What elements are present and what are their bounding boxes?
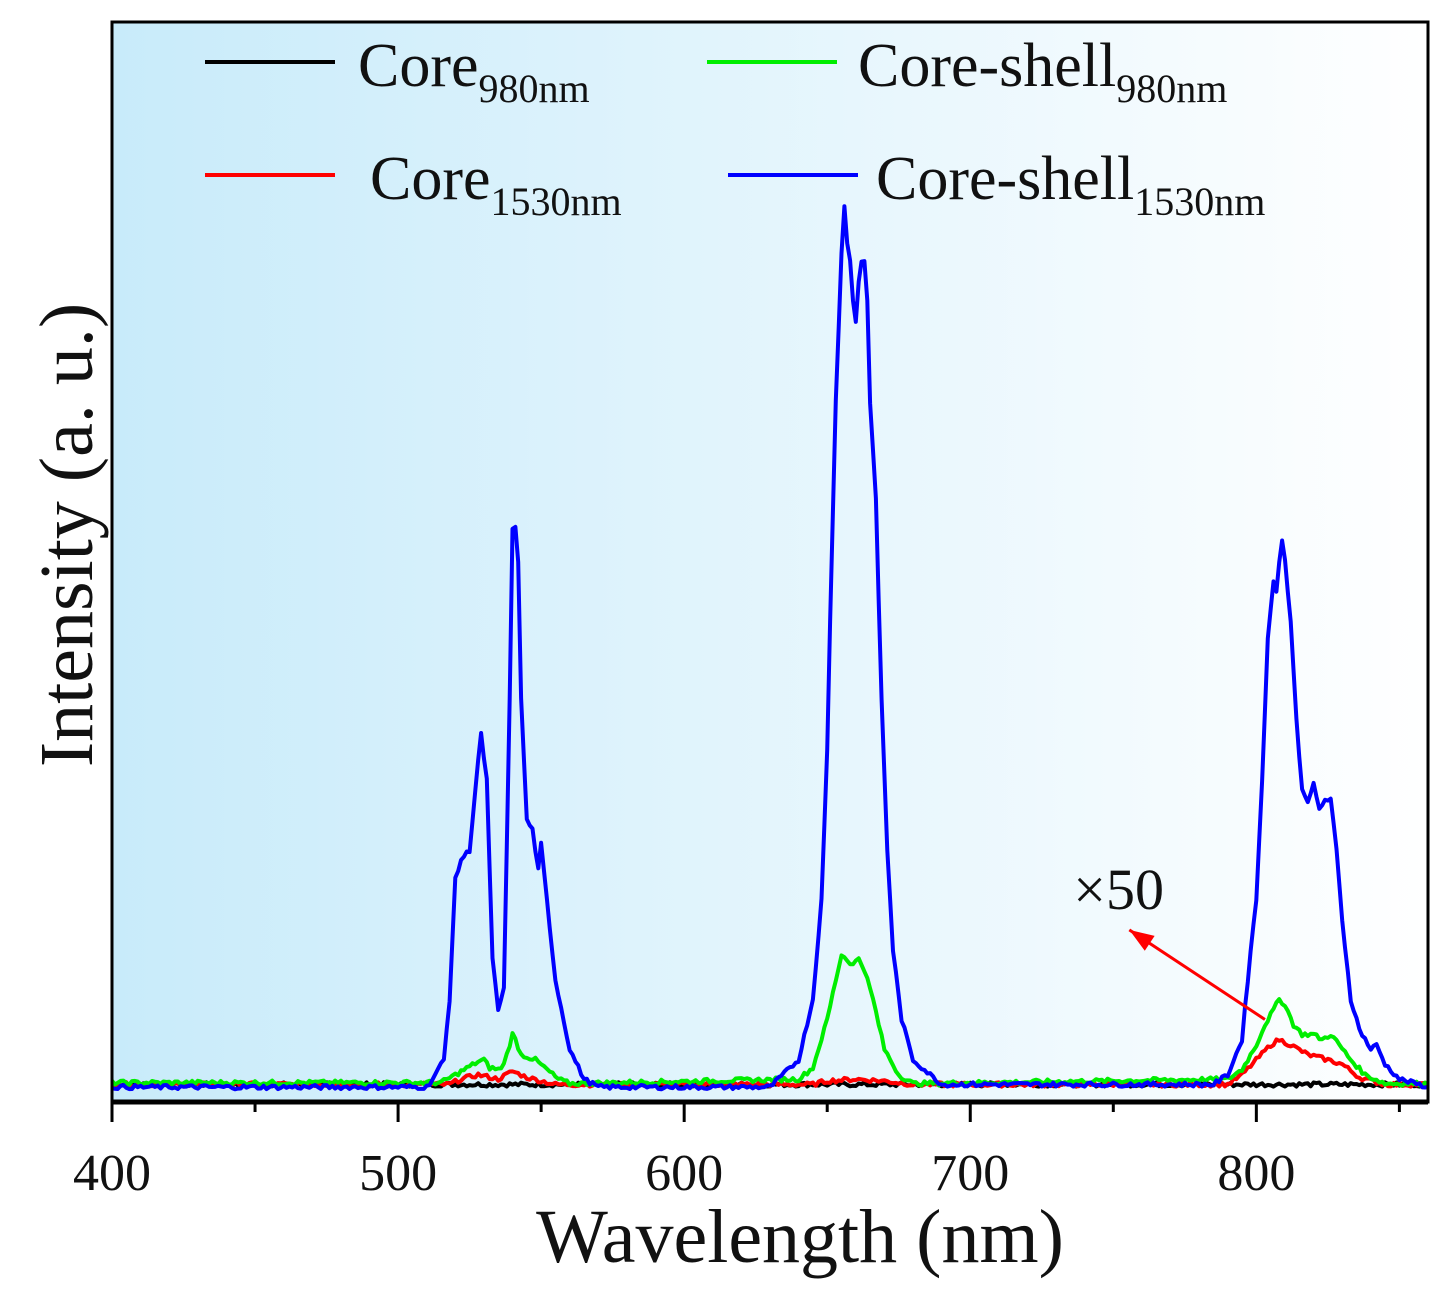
legend-label: Core-shell1530nm	[876, 145, 1265, 224]
legend: Core980nm Core-shell980nm Core1530nm Core-s…	[205, 32, 1265, 224]
magnification-annotation: ×50	[1073, 857, 1164, 922]
x-tick-label: 400	[73, 1145, 151, 1202]
x-tick-label: 600	[645, 1145, 723, 1202]
x-ticks: 400 500 600 700 800	[73, 1102, 1401, 1202]
x-tick-label: 700	[931, 1145, 1009, 1202]
x-tick-label: 800	[1217, 1145, 1295, 1202]
legend-item: Core-shell980nm	[707, 32, 1227, 111]
legend-item: Core980nm	[205, 32, 590, 111]
x-tick-label: 500	[359, 1145, 437, 1202]
legend-item: Core1530nm	[205, 145, 622, 224]
arrowhead-icon	[1129, 929, 1155, 951]
series-line-core-shell-980nm	[112, 953, 1428, 1088]
legend-label: Core1530nm	[370, 145, 622, 224]
legend-label: Core980nm	[358, 32, 590, 111]
legend-label: Core-shell980nm	[858, 32, 1227, 111]
legend-item: Core-shell1530nm	[728, 145, 1265, 224]
annotation-arrow-shaft	[1128, 928, 1266, 1021]
series-layer	[112, 204, 1428, 1092]
x-axis-title: Wavelength (nm)	[536, 1195, 1064, 1279]
series-line-core-shell-1530nm	[112, 204, 1428, 1092]
annotation-layer: ×50	[1073, 857, 1266, 1021]
plot-background	[112, 22, 1428, 1102]
y-axis-title: Intensity (a. u.)	[25, 303, 109, 767]
